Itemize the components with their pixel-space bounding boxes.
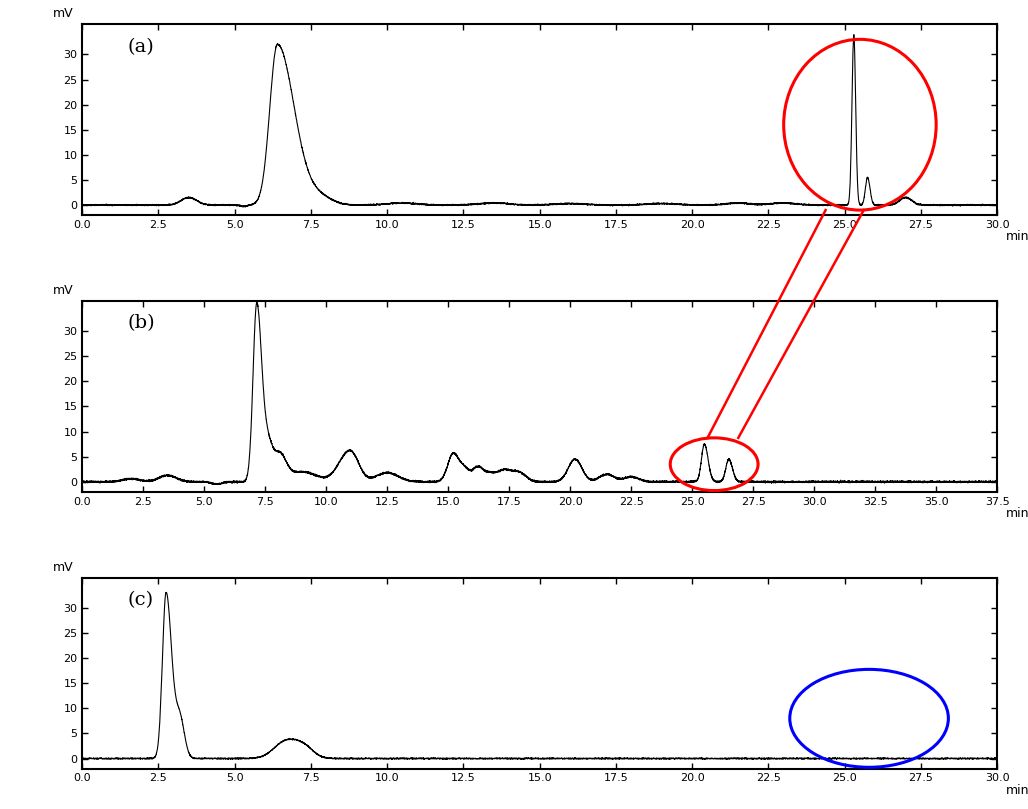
Text: min: min [1006, 784, 1028, 797]
Text: min: min [1006, 231, 1028, 244]
Text: (c): (c) [127, 591, 154, 609]
Text: (a): (a) [127, 38, 155, 56]
Text: mV: mV [52, 561, 73, 574]
Text: mV: mV [52, 7, 73, 20]
Text: (b): (b) [127, 315, 155, 332]
Text: mV: mV [52, 284, 73, 297]
Text: min: min [1006, 507, 1028, 520]
